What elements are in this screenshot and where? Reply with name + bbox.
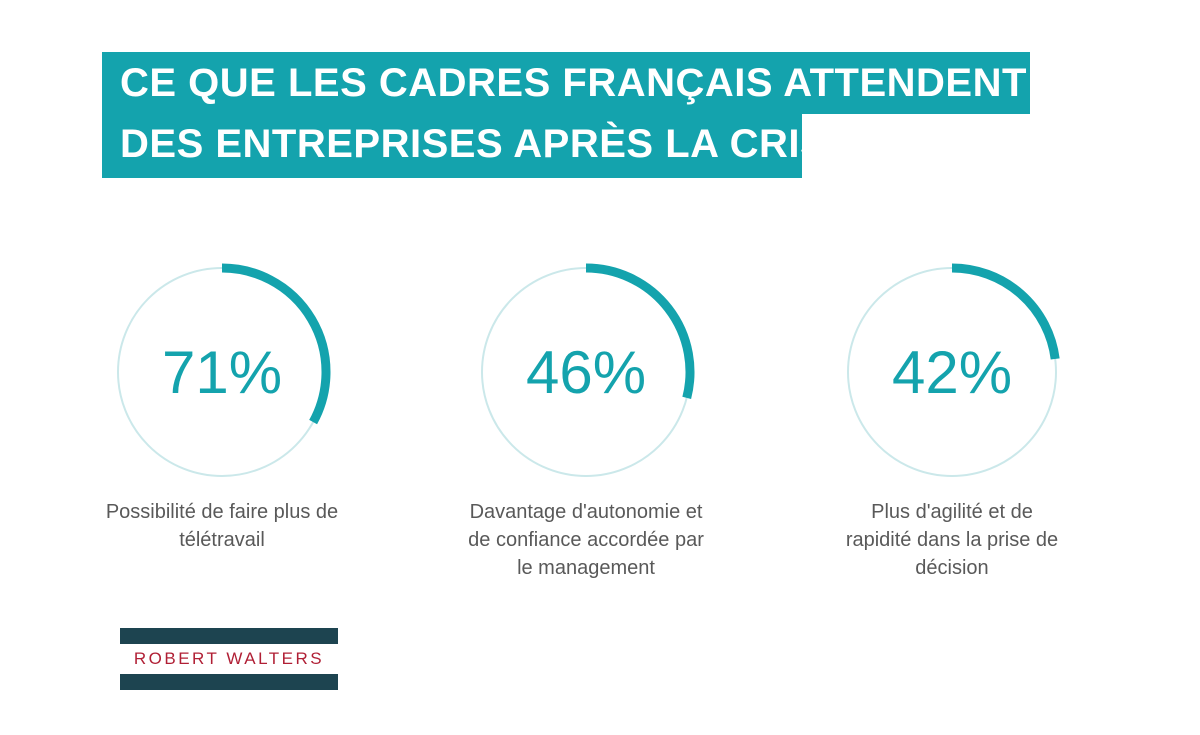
stat-label-line: décision [915,557,989,579]
ring-arc [585,263,695,399]
stat-label-line: le management [517,557,655,579]
ring-arc [221,263,331,425]
stat-label-line: Possibilité de faire plus de [105,501,339,523]
stat-value: 46% [526,339,646,406]
progress-ring: 42% [847,263,1060,477]
stat-value: 71% [162,339,282,406]
stat-label: Plus d'agilité et de rapidité dans la pr… [802,498,1102,582]
robert-walters-logo: ROBERT WALTERS [120,628,338,690]
stat-autonomie: 46% Davantage d'autonomie et de confianc… [436,262,736,582]
stat-label-line: rapidité dans la prise de [845,529,1059,551]
progress-ring: 46% [481,263,695,477]
ring-arc [951,263,1060,360]
progress-ring: 71% [117,263,331,477]
title-line-1: CE QUE LES CADRES FRANÇAIS ATTENDENT [102,52,1030,114]
stat-teletravail: 71% Possibilité de faire plus de télétra… [72,262,372,554]
logo-bar-top [120,628,338,644]
stat-label: Davantage d'autonomie et de confiance ac… [436,498,736,582]
stat-label-line: télétravail [179,529,265,551]
logo-bar-bottom [120,674,338,690]
stat-label-line: de confiance accordée par [468,529,704,551]
stat-label-line: Davantage d'autonomie et [469,501,703,523]
stat-label-line: Plus d'agilité et de [871,501,1033,523]
title-line-2: DES ENTREPRISES APRÈS LA CRISE [102,114,854,178]
stat-agilite: 42% Plus d'agilité et de rapidité dans l… [802,262,1102,582]
stat-value: 42% [892,339,1012,406]
stat-label: Possibilité de faire plus de télétravail [72,498,372,554]
logo-text: ROBERT WALTERS [133,649,325,668]
